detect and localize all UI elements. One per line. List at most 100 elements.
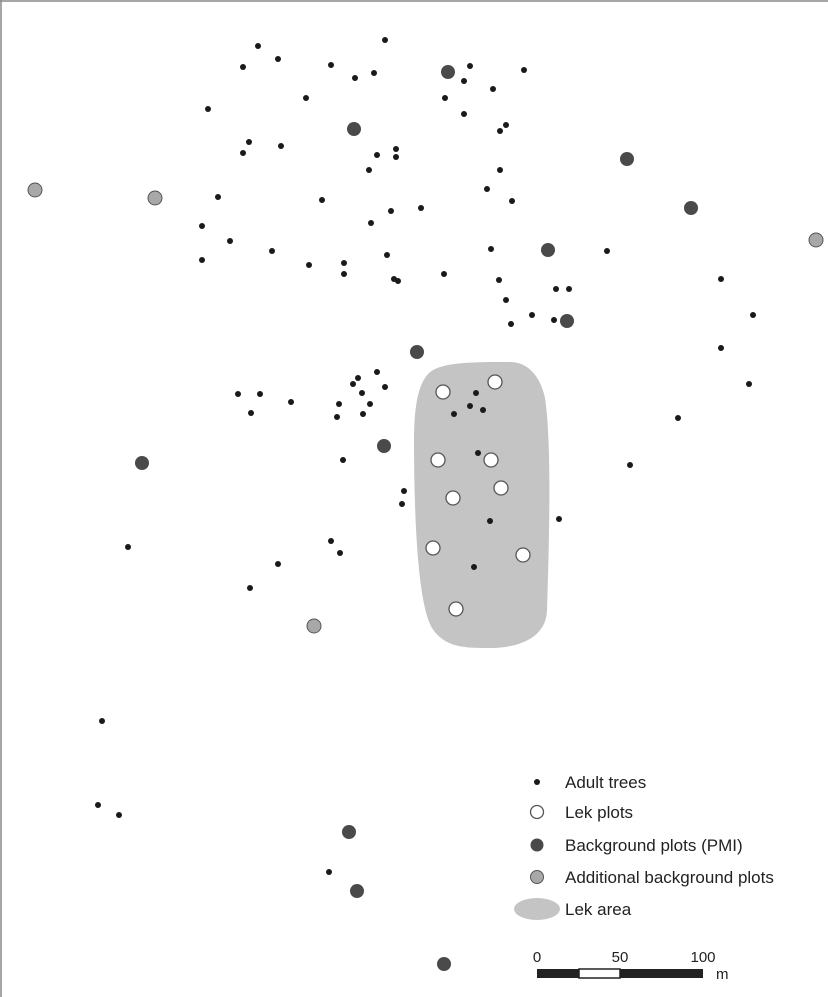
tree-marker bbox=[418, 205, 424, 211]
tree-marker bbox=[306, 262, 312, 268]
background-plot-marker bbox=[684, 201, 698, 215]
tree-marker bbox=[359, 390, 365, 396]
legend-label-additional-plots: Additional background plots bbox=[565, 868, 774, 887]
tree-marker bbox=[718, 345, 724, 351]
tree-marker bbox=[247, 585, 253, 591]
scale-unit: m bbox=[716, 966, 729, 983]
legend-lek-area-symbol bbox=[514, 898, 560, 920]
tree-marker bbox=[503, 297, 509, 303]
lek-plots-layer bbox=[425, 374, 531, 617]
tree-marker bbox=[326, 869, 332, 875]
additional-plot-marker bbox=[306, 618, 322, 634]
tree-marker bbox=[215, 194, 221, 200]
tree-marker bbox=[99, 718, 105, 724]
additional-plot-marker bbox=[147, 190, 163, 206]
tree-marker bbox=[336, 401, 342, 407]
tree-marker bbox=[750, 312, 756, 318]
tree-marker bbox=[384, 252, 390, 258]
tree-marker bbox=[227, 238, 233, 244]
tree-marker bbox=[487, 518, 493, 524]
tree-marker bbox=[382, 384, 388, 390]
legend-label-background-plots: Background plots (PMI) bbox=[565, 836, 743, 855]
scale-tick-100: 100 bbox=[690, 949, 715, 966]
scale-segment-1 bbox=[537, 969, 579, 978]
tree-marker bbox=[604, 248, 610, 254]
legend-tree-symbol bbox=[534, 779, 540, 785]
tree-marker bbox=[199, 223, 205, 229]
lek-plot-marker bbox=[445, 490, 461, 506]
tree-marker bbox=[360, 411, 366, 417]
tree-marker bbox=[627, 462, 633, 468]
tree-marker bbox=[240, 150, 246, 156]
tree-marker bbox=[566, 286, 572, 292]
tree-marker bbox=[475, 450, 481, 456]
lek-plot-marker bbox=[425, 540, 441, 556]
tree-marker bbox=[328, 538, 334, 544]
tree-marker bbox=[367, 401, 373, 407]
tree-marker bbox=[461, 111, 467, 117]
lek-plot-marker bbox=[483, 452, 499, 468]
background-plot-marker bbox=[441, 65, 455, 79]
tree-marker bbox=[255, 43, 261, 49]
tree-marker bbox=[240, 64, 246, 70]
additional-plots-layer bbox=[27, 182, 824, 634]
background-plot-marker bbox=[560, 314, 574, 328]
scale-segment-3 bbox=[620, 969, 703, 978]
tree-marker bbox=[95, 802, 101, 808]
tree-marker bbox=[675, 415, 681, 421]
tree-marker bbox=[521, 67, 527, 73]
tree-marker bbox=[467, 63, 473, 69]
tree-marker bbox=[275, 56, 281, 62]
tree-marker bbox=[235, 391, 241, 397]
tree-marker bbox=[484, 186, 490, 192]
tree-marker bbox=[496, 277, 502, 283]
tree-marker bbox=[269, 248, 275, 254]
tree-marker bbox=[355, 375, 361, 381]
tree-marker bbox=[116, 812, 122, 818]
tree-marker bbox=[488, 246, 494, 252]
background-plot-marker bbox=[342, 825, 356, 839]
tree-marker bbox=[718, 276, 724, 282]
tree-marker bbox=[278, 143, 284, 149]
tree-marker bbox=[451, 411, 457, 417]
tree-marker bbox=[374, 152, 380, 158]
scale-segment-2 bbox=[578, 968, 621, 979]
tree-marker bbox=[471, 564, 477, 570]
tree-marker bbox=[442, 95, 448, 101]
lek-plot-marker bbox=[448, 601, 464, 617]
tree-marker bbox=[473, 390, 479, 396]
tree-marker bbox=[399, 501, 405, 507]
tree-marker bbox=[350, 381, 356, 387]
background-plot-marker bbox=[620, 152, 634, 166]
tree-marker bbox=[551, 317, 557, 323]
tree-marker bbox=[352, 75, 358, 81]
tree-marker bbox=[467, 403, 473, 409]
tree-marker bbox=[205, 106, 211, 112]
tree-marker bbox=[248, 410, 254, 416]
tree-marker bbox=[125, 544, 131, 550]
scale-tick-50: 50 bbox=[612, 949, 629, 966]
tree-marker bbox=[246, 139, 252, 145]
lek-plot-marker bbox=[435, 384, 451, 400]
tree-marker bbox=[480, 407, 486, 413]
adult-trees-layer bbox=[95, 37, 756, 875]
legend-label-lek-area: Lek area bbox=[565, 900, 632, 919]
tree-marker bbox=[556, 516, 562, 522]
legend-background-plot-symbol bbox=[530, 838, 544, 852]
tree-marker bbox=[341, 271, 347, 277]
background-plot-marker bbox=[347, 122, 361, 136]
lek-plot-marker bbox=[430, 452, 446, 468]
tree-marker bbox=[553, 286, 559, 292]
tree-marker bbox=[199, 257, 205, 263]
lek-plot-marker bbox=[515, 547, 531, 563]
tree-marker bbox=[393, 146, 399, 152]
tree-marker bbox=[341, 260, 347, 266]
tree-marker bbox=[461, 78, 467, 84]
tree-marker bbox=[340, 457, 346, 463]
background-plots-layer bbox=[135, 65, 698, 971]
lek-area bbox=[414, 362, 550, 648]
tree-marker bbox=[371, 70, 377, 76]
tree-marker bbox=[366, 167, 372, 173]
tree-marker bbox=[503, 122, 509, 128]
